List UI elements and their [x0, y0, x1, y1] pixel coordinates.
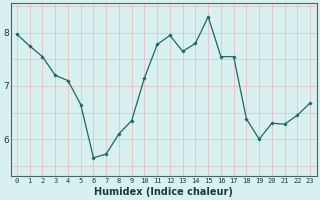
X-axis label: Humidex (Indice chaleur): Humidex (Indice chaleur) [94, 187, 233, 197]
